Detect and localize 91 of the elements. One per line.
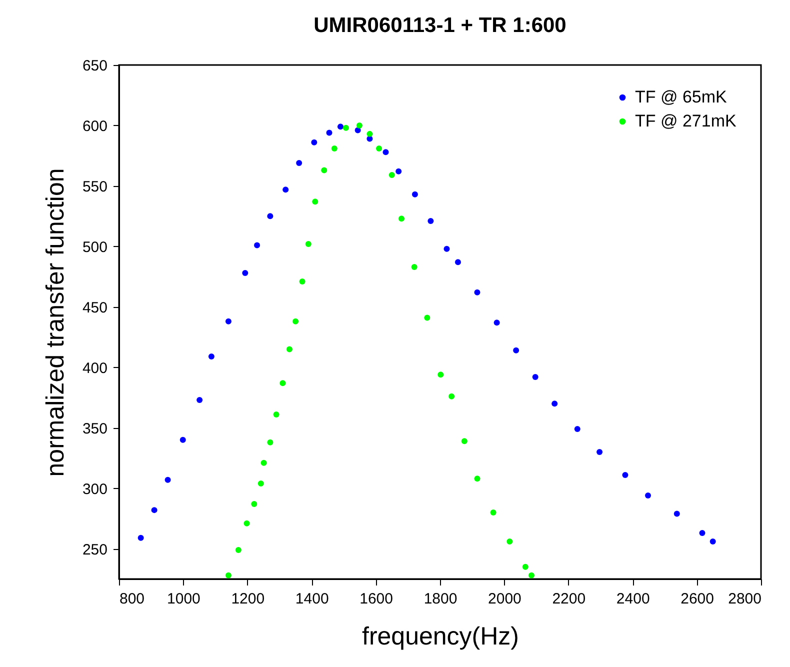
point — [282, 186, 289, 193]
point — [342, 124, 349, 131]
x-tick-label: 800 — [120, 590, 145, 608]
x-tick-label: 1000 — [167, 590, 200, 608]
point — [208, 353, 214, 360]
y-tick-label: 500 — [82, 238, 108, 256]
y-tick-label: 450 — [82, 299, 108, 316]
x-tick-label: 1800 — [424, 590, 458, 608]
point — [376, 145, 382, 152]
point — [596, 449, 603, 456]
point — [513, 347, 520, 354]
y-tick-label: 400 — [82, 360, 108, 377]
point — [444, 246, 450, 252]
point — [674, 510, 680, 517]
point — [454, 259, 461, 266]
point — [398, 216, 404, 222]
legend-label: TF @ 65mK — [635, 88, 728, 106]
point — [260, 460, 267, 466]
chart-title: UMIR060113-1 + TR 1:600 — [314, 14, 566, 37]
point — [448, 393, 455, 400]
point — [382, 149, 389, 156]
point — [267, 213, 274, 220]
point — [645, 492, 652, 499]
point — [267, 439, 274, 446]
x-tick-label: 1600 — [360, 590, 393, 608]
point — [574, 426, 580, 432]
point — [273, 412, 280, 418]
point — [411, 264, 418, 270]
legend-label: TF @ 271mK — [635, 112, 737, 130]
point — [286, 346, 292, 352]
point — [474, 289, 480, 296]
y-axis-title: normalized transfer function — [41, 168, 70, 477]
point — [388, 172, 395, 178]
x-tick-label: 1200 — [231, 590, 265, 608]
point — [331, 145, 338, 152]
point — [366, 130, 373, 137]
point — [461, 438, 468, 444]
y-tick-label: 550 — [82, 178, 108, 196]
point — [196, 397, 203, 403]
point — [312, 198, 318, 205]
x-tick-label: 2800 — [728, 590, 762, 608]
y-tick-label: 300 — [82, 480, 108, 498]
point — [552, 400, 558, 407]
point — [354, 127, 361, 134]
point — [292, 318, 299, 324]
point — [494, 320, 500, 326]
point — [180, 436, 186, 443]
point — [428, 218, 434, 224]
y-tick-label: 350 — [82, 420, 108, 438]
point — [225, 318, 232, 324]
point — [311, 139, 318, 146]
point — [305, 241, 312, 247]
point — [528, 572, 534, 578]
point — [326, 130, 332, 136]
point — [396, 168, 402, 174]
x-tick-label: 2200 — [552, 590, 586, 608]
point — [506, 538, 513, 544]
point — [242, 270, 248, 276]
point — [225, 572, 232, 578]
point — [438, 372, 444, 378]
point — [699, 530, 706, 536]
point — [235, 546, 242, 553]
point — [296, 160, 302, 166]
x-tick-label: 2000 — [488, 590, 522, 608]
y-tick-label: 650 — [82, 58, 108, 74]
point — [337, 124, 344, 130]
point — [299, 278, 306, 284]
point — [532, 374, 538, 380]
point — [258, 480, 264, 486]
point — [164, 476, 171, 483]
x-axis-title: frequency(Hz) — [362, 622, 519, 650]
point — [151, 507, 158, 514]
point — [321, 167, 328, 174]
point — [474, 476, 480, 482]
point — [280, 380, 286, 386]
x-tick-label: 1400 — [295, 590, 329, 608]
point — [138, 534, 144, 541]
x-tick-label: 2600 — [680, 590, 714, 608]
point — [244, 520, 250, 526]
point — [490, 509, 496, 516]
y-tick-label: 600 — [82, 118, 108, 135]
point — [356, 122, 362, 128]
point — [412, 191, 418, 198]
y-tick-label: 250 — [82, 541, 108, 558]
point — [254, 242, 260, 248]
point — [710, 538, 716, 544]
point — [251, 501, 258, 508]
point — [622, 472, 628, 478]
point — [424, 314, 430, 321]
x-tick-label: 2400 — [616, 590, 650, 608]
point — [522, 564, 528, 570]
